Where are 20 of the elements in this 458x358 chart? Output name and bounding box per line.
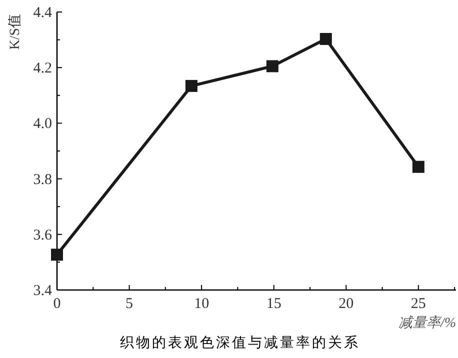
x-tick-label: 5 [126,296,134,312]
y-axis-title: K/S值 [7,14,23,50]
point [412,160,424,173]
x-tick-label: 20 [338,296,354,312]
point [185,80,198,92]
y-tick-label: 3.8 [33,172,52,188]
x-tick-label: 15 [266,296,282,312]
x-axis-title: 减量率/% [398,315,456,331]
x-tick-label: 10 [194,296,210,312]
text: 织物的表观色深值与减量率的关系 [120,335,360,351]
point [320,32,332,45]
y-tick-label: 4.2 [33,60,52,77]
x-tick-label: 25 [410,296,426,312]
point [266,60,278,72]
y-tick-label: 4.4 [33,5,52,21]
y-tick-label: 4.0 [33,116,52,132]
x-tick-label: 0 [53,296,61,312]
y-tick-label: 3.6 [33,227,52,244]
point [51,248,63,261]
y-tick-label: 3.4 [33,283,52,299]
